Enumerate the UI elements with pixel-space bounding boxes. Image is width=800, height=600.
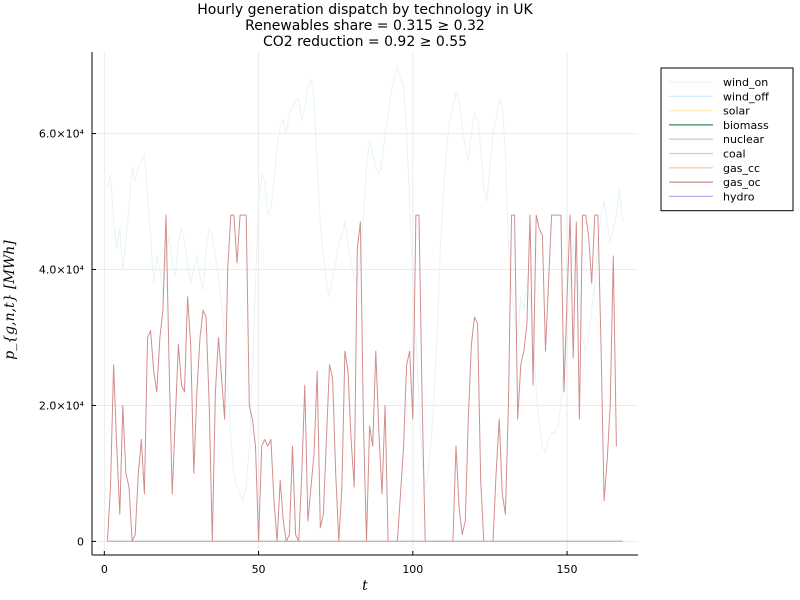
title-line-3: CO2 reduction = 0.92 ≥ 0.55 bbox=[263, 34, 467, 50]
y-tick-label: 4.0×10⁴ bbox=[39, 264, 85, 277]
x-tick-label: 150 bbox=[557, 563, 578, 576]
axes bbox=[91, 52, 638, 556]
legend-label: gas_cc bbox=[723, 162, 760, 175]
legend-label: nuclear bbox=[723, 133, 765, 146]
x-tick-label: 0 bbox=[101, 563, 108, 576]
tick-labels: 0 50 100 150 0 2.0×10⁴ 4.0×10⁴ 6.0×10⁴ bbox=[39, 128, 578, 576]
legend-label: solar bbox=[723, 105, 750, 118]
legend: wind_onwind_offsolarbiomassnuclearcoalga… bbox=[660, 67, 794, 212]
x-axis-label: t bbox=[362, 578, 368, 594]
chart-title: Hourly generation dispatch by technology… bbox=[197, 2, 533, 50]
legend-label: hydro bbox=[723, 190, 755, 203]
legend-label: coal bbox=[723, 148, 746, 161]
y-tick-label: 0 bbox=[77, 535, 84, 548]
title-line-1: Hourly generation dispatch by technology… bbox=[197, 2, 533, 18]
series-wind-on bbox=[106, 65, 624, 502]
legend-label: gas_oc bbox=[723, 176, 761, 189]
series-gas-oc bbox=[106, 214, 617, 542]
title-line-2: Renewables share = 0.315 ≥ 0.32 bbox=[245, 18, 485, 34]
series-lines bbox=[106, 65, 624, 542]
x-tick-label: 100 bbox=[402, 563, 423, 576]
y-axis-label: p_{g,n,t} [MWh] bbox=[2, 240, 18, 360]
legend-label: wind_off bbox=[723, 90, 769, 103]
x-tick-label: 50 bbox=[252, 563, 266, 576]
legend-label: wind_on bbox=[723, 76, 768, 89]
y-tick-label: 2.0×10⁴ bbox=[39, 399, 85, 412]
legend-label: biomass bbox=[723, 119, 769, 132]
y-tick-label: 6.0×10⁴ bbox=[39, 128, 85, 141]
